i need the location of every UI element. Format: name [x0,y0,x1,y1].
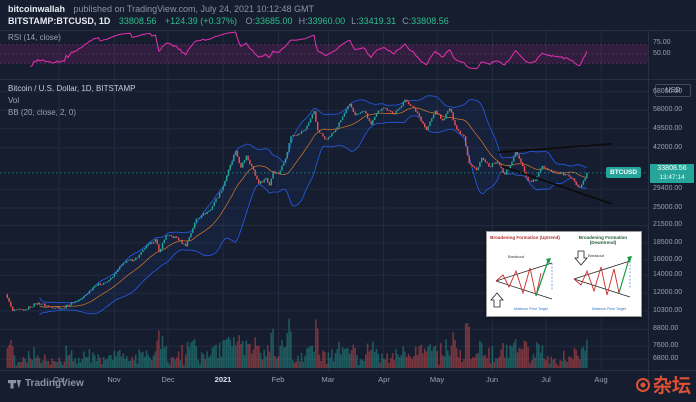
rsi-indicator-label[interactable]: RSI (14, close) [8,33,61,42]
ohlc-value: 33685.00 [255,16,293,26]
price-tick: 29400.00 [653,185,683,192]
inset-left-title: Broadening Formation (Uptrend) [490,235,560,240]
right-breakout-line [618,258,630,294]
chart-overlays[interactable] [0,143,648,205]
price-tick: 21500.00 [653,221,683,228]
price-tick: 18500.00 [653,239,683,246]
author-name[interactable]: bitcoinwallah [8,4,66,14]
trendline[interactable] [501,165,613,205]
time-tick: 2021 [214,375,232,384]
chart-title-label[interactable]: Bitcoin / U.S. Dollar, 1D, BITSTAMP [8,84,136,93]
price-tick: 49500.00 [653,125,683,132]
time-tick: Aug [594,375,608,384]
watermark: 杂坛 [635,371,691,398]
right-hollow-down-arrow-icon [574,250,588,266]
price-plot [6,95,588,368]
price-scale-unit[interactable]: USD [655,84,691,97]
volume-indicator-label[interactable]: Vol [8,96,20,105]
inset-right-title: Broadening Formation (Downtrend) [578,235,628,245]
right-breakout-label: Breakout [588,253,605,258]
time-tick: Oct [53,375,65,384]
ohlc-value: 33808.56 [411,16,449,26]
tradingview-brand-text: TradingView [25,378,84,389]
watermark-logo-icon [635,377,650,392]
price-tick: 10300.00 [653,307,683,314]
symbol-name[interactable]: BITSTAMP:BTCUSD, 1D [8,16,111,26]
ohlc-label: L: [351,16,359,26]
publish-info-row: bitcoinwallah published on TradingView.c… [8,4,314,14]
pattern-diagrams: Breakout Minimum Price Target Breakout M… [490,250,632,311]
time-tick: Feb [271,375,285,384]
rsi-plot [0,31,648,70]
price-tick: 12000.00 [653,289,683,296]
right-target-label: Minimum Price Target [592,307,626,311]
tradingview-logo-icon [8,380,21,389]
price-tick: 7600.00 [653,342,679,349]
time-tick: Jun [485,375,499,384]
time-tick: Apr [378,375,390,384]
watermark-text: 杂坛 [652,376,691,397]
price-tick: 14000.00 [653,271,683,278]
bb-indicator-label[interactable]: BB (20, close, 2, 0) [8,108,77,117]
price-change: +124.39 (+0.37%) [164,16,237,26]
pane-separator-rsi-main[interactable] [0,79,696,80]
symbol-price-label-pill: BTCUSD [606,167,642,178]
time-tick: Nov [107,375,121,384]
right-price-zigzag [573,266,620,296]
time-tick: Jul [541,375,551,384]
trendline[interactable] [497,143,612,154]
price-tick: 58000.00 [653,106,683,113]
left-breakout-line [535,260,549,297]
bar-countdown: 13:47:14 [659,173,685,181]
last-price: 33808.56 [118,16,157,26]
ohlc-label: C: [402,16,412,26]
right-boundary-lines [573,260,631,298]
publish-text: published on TradingView.com, July 24, 2… [73,4,315,14]
price-tick: 8800.00 [653,325,679,332]
left-breakout-arrowhead [546,258,551,264]
price-tick: 42000.00 [653,144,683,151]
time-tick: May [429,375,445,384]
price-tick: 68000.00 [653,88,683,95]
symbol-info-row: BITSTAMP:BTCUSD, 1D 33808.56 +124.39 (+0… [8,16,455,26]
pane-separator-top [0,30,696,31]
broadening-formation-inset: Broadening Formation (Uptrend) Broadenin… [486,231,642,317]
tradingview-brand[interactable]: TradingView [8,377,84,390]
time-tick: Dec [161,375,175,384]
left-hollow-up-arrow-icon [490,292,504,308]
price-tick: 16000.00 [653,256,683,263]
grid-lines [0,30,648,370]
ohlc-value: 33960.00 [307,16,346,26]
price-tick: 25000.00 [653,204,683,211]
current-price-value: 33808.56 [657,165,687,172]
ohlc-label: O: [245,16,256,26]
price-tick: 6800.00 [653,355,679,362]
rsi-tick: 50.00 [653,50,671,57]
ohlc-values: O:33685.00 H:33960.00 L:33419.31 C:33808.56 [246,16,455,26]
left-breakout-label: Breakout [508,254,525,259]
time-tick: Mar [321,375,335,384]
right-breakout-arrowhead [627,256,632,262]
current-price-badge: 33808.56 13:47:14 [650,164,694,183]
price-scale-border[interactable] [648,30,649,390]
left-price-zigzag [495,267,542,297]
rsi-tick: 75.00 [653,39,671,46]
left-target-label: Minimum Price Target [514,307,548,311]
left-boundary-lines [495,262,553,300]
time-axis-separator [0,370,696,371]
ohlc-label: H: [298,16,308,26]
ohlc-value: 33419.31 [358,16,397,26]
